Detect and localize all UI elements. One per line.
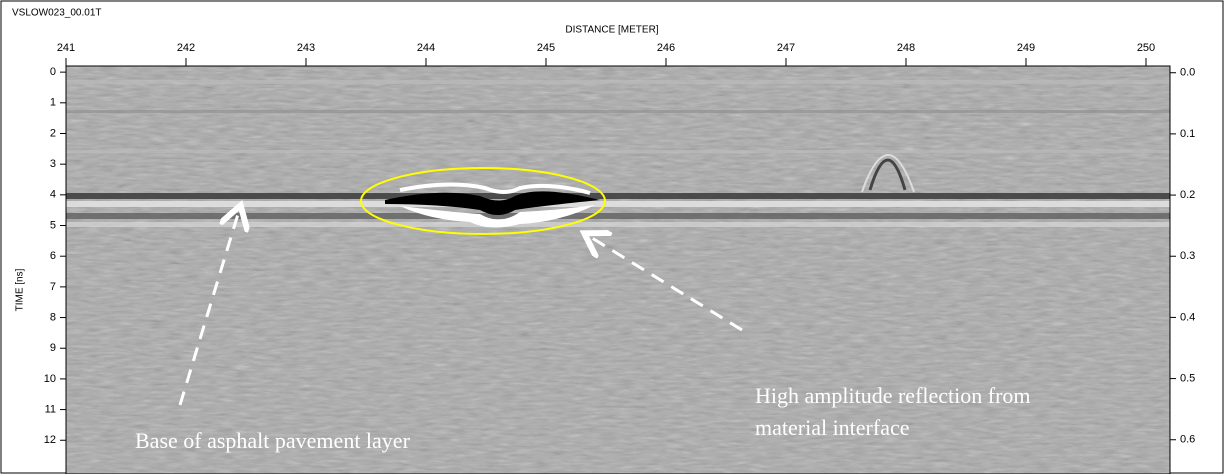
y2-tick-label: 0.4 <box>1180 311 1195 323</box>
x-tick-label: 247 <box>777 42 795 54</box>
annotation: Base of asphalt pavement layer <box>135 428 411 453</box>
y-tick-label: 12 <box>44 434 56 446</box>
x-tick-label: 244 <box>417 42 435 54</box>
y-tick-label: 1 <box>50 97 56 109</box>
y2-tick-label: 0.0 <box>1180 67 1195 79</box>
y-tick-label: 6 <box>50 250 56 262</box>
y-tick-label: 7 <box>50 281 56 293</box>
x-tick-label: 249 <box>1017 42 1035 54</box>
radar-image <box>66 66 1170 474</box>
y2-tick-label: 0.1 <box>1180 128 1195 140</box>
x-tick-label: 250 <box>1137 42 1155 54</box>
x-tick-label: 246 <box>657 42 675 54</box>
y-tick-label: 9 <box>50 342 56 354</box>
y-tick-label: 4 <box>50 189 56 201</box>
x-tick-label: 245 <box>537 42 555 54</box>
y-tick-label: 10 <box>44 373 56 385</box>
y-tick-label: 5 <box>50 219 56 231</box>
y-tick-label: 8 <box>50 311 56 323</box>
y-tick-label: 2 <box>50 127 56 139</box>
y2-tick-label: 0.2 <box>1180 189 1195 201</box>
x-tick-label: 243 <box>297 42 315 54</box>
y-axis-label: TIME [ns] <box>15 268 26 311</box>
x-axis-label: DISTANCE [METER] <box>565 25 658 36</box>
radargram-figure: Base of asphalt pavement layer High ampl… <box>0 0 1224 474</box>
y-tick-label: 3 <box>50 158 56 170</box>
y-tick-label: 0 <box>50 66 56 78</box>
y2-tick-label: 0.6 <box>1180 434 1195 446</box>
x-tick-label: 248 <box>897 42 915 54</box>
y2-tick-label: 0.3 <box>1180 250 1195 262</box>
x-tick-label: 241 <box>57 42 75 54</box>
x-tick-label: 242 <box>177 42 195 54</box>
y-tick-label: 11 <box>45 403 56 415</box>
annotation: High amplitude reflection from <box>755 383 1031 408</box>
y2-tick-label: 0.5 <box>1180 372 1195 384</box>
annotation: material interface <box>755 415 910 440</box>
chart-title: VSLOW023_00.01T <box>12 8 102 19</box>
